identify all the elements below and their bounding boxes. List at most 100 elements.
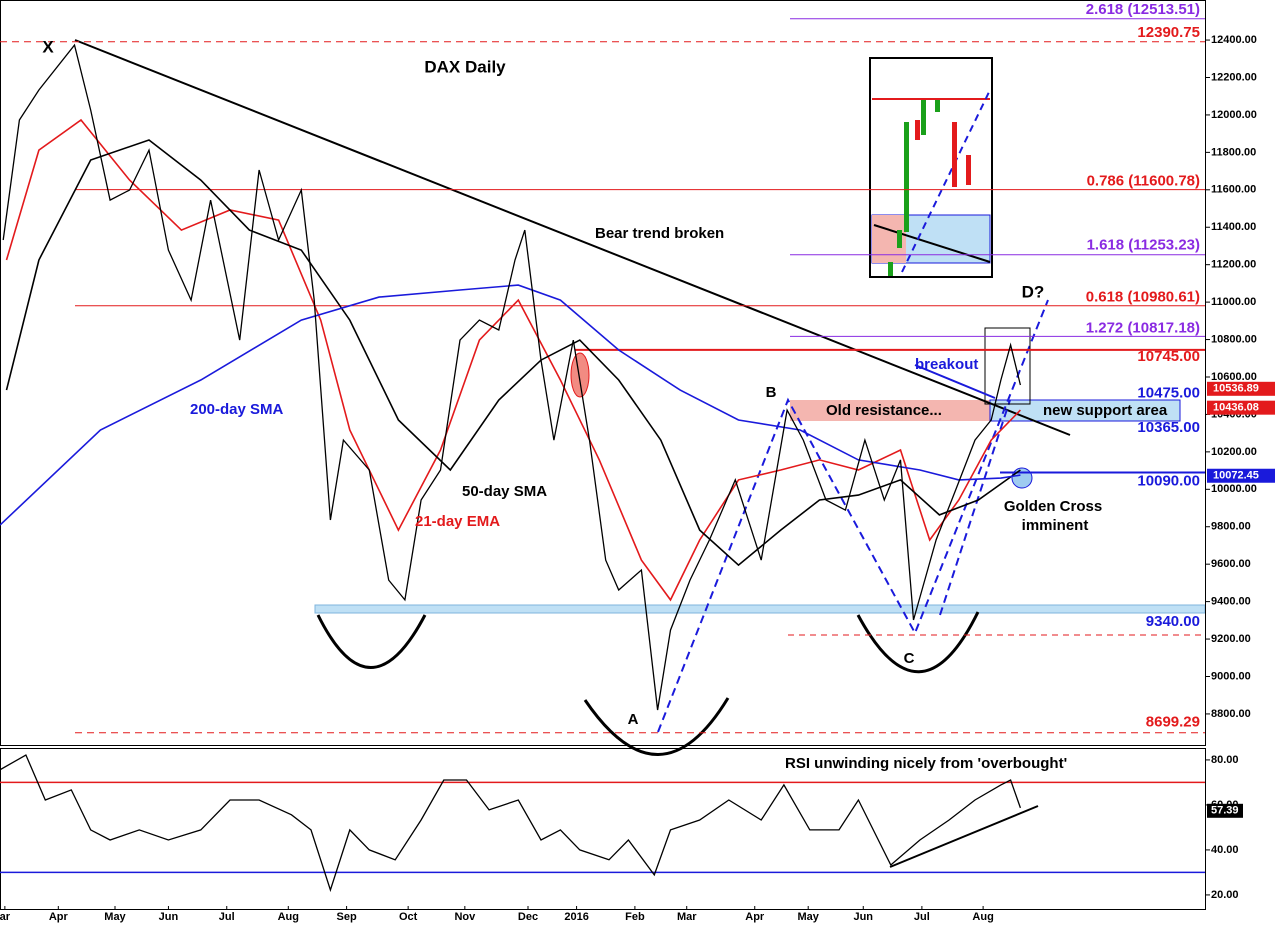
abcd-pattern	[657, 299, 1049, 733]
price-tag-label: 10072.45	[1213, 470, 1259, 482]
arc	[583, 697, 730, 756]
level-label: 1.618 (11253.23)	[1087, 237, 1200, 254]
inset	[869, 57, 993, 278]
x-tick-label: Apr	[49, 911, 69, 923]
support-zone	[989, 399, 1181, 422]
y-tick-label: 80.00	[1211, 754, 1239, 766]
annotation: Bear trend broken	[595, 225, 724, 242]
inset-candle	[952, 122, 957, 187]
price-tag	[1207, 468, 1275, 483]
highlight	[570, 352, 590, 398]
level-label: 8699.29	[1146, 714, 1200, 731]
series-line	[5, 139, 1021, 567]
annotation: Golden Cross	[1004, 498, 1102, 515]
x-tick-label: Apr	[745, 911, 765, 923]
point-label: D?	[1022, 282, 1045, 301]
rsi-trendline	[889, 805, 1039, 868]
x-tick-label: Aug	[278, 911, 299, 923]
inset-candle	[921, 100, 926, 135]
arc	[316, 614, 427, 669]
inset-candle	[966, 155, 971, 185]
inset-candle	[904, 122, 909, 232]
x-tick-label: Oct	[399, 911, 418, 923]
arc	[856, 611, 980, 674]
price-tag-label: 10436.08	[1213, 402, 1259, 414]
x-tick-label: Jul	[914, 911, 930, 923]
inset-candle	[888, 262, 893, 276]
x-tick-label: Aug	[972, 911, 993, 923]
y-tick-label: 11600.00	[1211, 184, 1256, 196]
inset-candle	[897, 230, 902, 248]
inset-trend	[873, 224, 991, 263]
series-label: 21-day EMA	[415, 513, 500, 530]
chart-title: DAX Daily	[424, 57, 506, 76]
x-tick-label: Jul	[219, 911, 235, 923]
x-tick-label: Jun	[853, 911, 873, 923]
point-label: B	[766, 384, 777, 401]
x-tick-label: May	[104, 911, 126, 923]
y-tick-label: 9200.00	[1211, 633, 1251, 645]
golden-cross-marker	[1011, 467, 1033, 489]
y-tick-label: 9600.00	[1211, 558, 1251, 570]
y-tick-label: 10000.00	[1211, 483, 1257, 495]
x-tick-label: Jun	[159, 911, 179, 923]
y-tick-label: 10800.00	[1211, 333, 1257, 345]
x-tick-label: Feb	[625, 911, 645, 923]
y-tick-label: 10600.00	[1211, 371, 1257, 383]
last-value-tag	[1207, 803, 1243, 818]
level-label: 12390.75	[1137, 24, 1200, 41]
y-tick-label: 10200.00	[1211, 446, 1257, 458]
x-tick-label: Mar	[677, 911, 697, 923]
level-label: 10090.00	[1137, 472, 1200, 489]
series-line	[0, 754, 1022, 893]
x-tick-label: Sep	[337, 911, 357, 923]
price-tag-label: 10536.89	[1213, 383, 1259, 395]
y-tick-label: 11200.00	[1211, 259, 1256, 271]
level-label: 0.618 (10980.61)	[1086, 289, 1200, 306]
resistance-zone	[790, 400, 990, 421]
series-line	[5, 118, 1021, 602]
y-tick-label: 11400.00	[1211, 221, 1256, 233]
price-tag	[1207, 400, 1275, 415]
inset-candle	[935, 100, 940, 112]
y-tick-label: 9800.00	[1211, 521, 1251, 533]
level-label: 2.618 (12513.51)	[1086, 1, 1200, 18]
y-tick-label: 12400.00	[1211, 34, 1257, 46]
price-tag	[1207, 381, 1275, 396]
series-label: 50-day SMA	[462, 483, 547, 500]
point-label: A	[628, 711, 639, 728]
series-line	[2, 43, 1022, 711]
y-tick-label: 40.00	[1211, 844, 1239, 856]
level-label: 10365.00	[1137, 419, 1200, 436]
level-label: 1.272 (10817.18)	[1086, 319, 1200, 336]
x-tick-label: 2016	[564, 911, 588, 923]
annotation: Old resistance...	[826, 402, 942, 419]
bear-trendline	[74, 39, 1071, 436]
x-tick-label: Dec	[518, 911, 538, 923]
level-label: 0.786 (11600.78)	[1087, 173, 1200, 190]
zoom-box	[984, 327, 1031, 405]
level-label: 9340.00	[1146, 613, 1200, 630]
y-tick-label: 11800.00	[1211, 146, 1256, 158]
level-label: 10475.00	[1137, 384, 1200, 401]
inset-candle	[915, 120, 920, 140]
annotation: new support area	[1043, 402, 1168, 419]
y-tick-label: 12200.00	[1211, 71, 1257, 83]
level-label: 10745.00	[1137, 348, 1200, 365]
support-band	[314, 604, 1206, 614]
point-label: C	[904, 650, 915, 667]
series-line	[0, 284, 1021, 526]
y-tick-label: 8800.00	[1211, 708, 1251, 720]
annotation: imminent	[1022, 517, 1089, 534]
main-frame	[0, 0, 1206, 746]
inset-channel	[901, 89, 991, 273]
decorations	[0, 0, 1206, 910]
annotation: breakout	[915, 356, 978, 373]
y-tick-label: 11000.00	[1211, 296, 1256, 308]
x-tick-label: May	[797, 911, 819, 923]
y-tick-label: 12000.00	[1211, 109, 1257, 121]
arrow	[914, 364, 996, 399]
x-tick-label: Nov	[454, 911, 476, 923]
last-value-label: 57.39	[1211, 805, 1239, 817]
